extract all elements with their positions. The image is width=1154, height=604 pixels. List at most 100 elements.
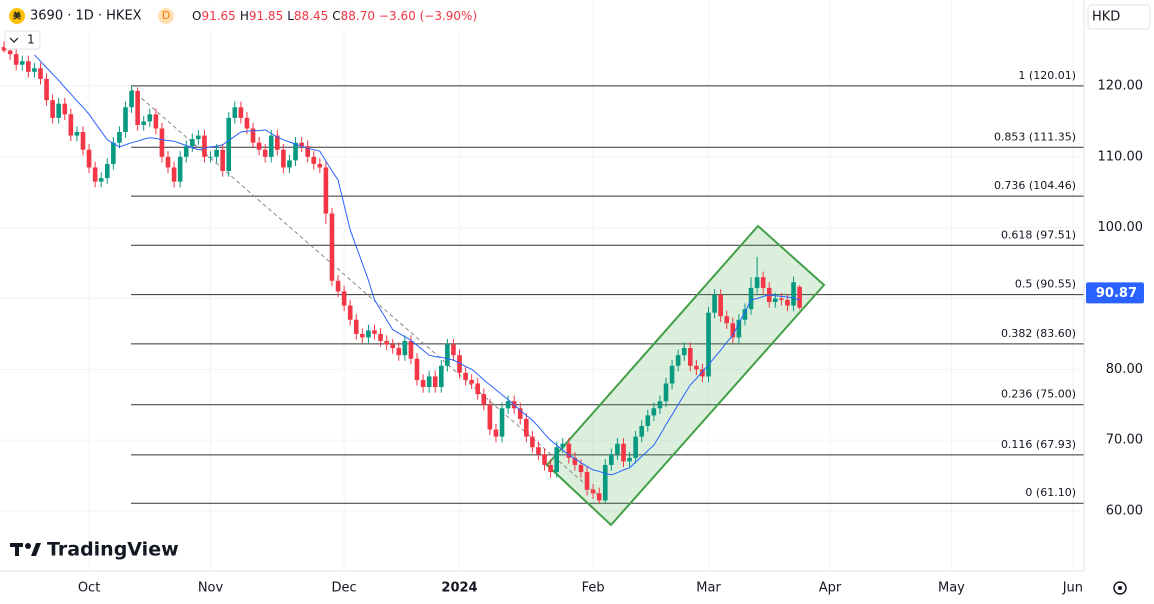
candle-body [481,394,487,405]
candle-body [633,436,638,458]
candle-body [457,355,462,373]
candle-body [68,114,74,136]
candle-body [681,348,687,356]
candle-body [730,323,736,338]
candle-body [627,457,632,462]
candle-body [7,50,13,55]
price-tag-label: 90.87 [1096,286,1137,301]
y-tick-label: 110.00 [1098,149,1144,164]
candle-body [773,298,778,303]
candle-body [451,344,456,356]
candle-body [384,340,389,345]
candle-body [177,156,183,182]
currency-button[interactable] [1087,4,1151,30]
fib-label: 0 (61.10) [1025,486,1076,499]
candle-body [141,121,147,125]
candle-body [754,277,760,288]
y-tick-label: 100.00 [1098,220,1144,235]
ohlc-key: H [240,9,249,23]
candle-body [19,61,25,65]
candle-body [663,383,669,402]
settings-icon-core [1118,586,1122,590]
price-tag [1086,282,1144,304]
candle-body [554,447,559,473]
candle-body [639,425,645,437]
settings-icon[interactable] [1113,581,1127,595]
candle-body [736,319,742,338]
ohlc-value: 91.85 [249,9,283,23]
candle-body [250,128,256,143]
candle-body [171,167,177,182]
candle-body [408,340,414,359]
candle-body [748,287,754,310]
candles [1,41,802,504]
candle-body [366,330,371,338]
x-tick-label: May [938,581,965,596]
candle-body [402,340,408,356]
symbol[interactable]: 3690 · 1D · HKEX [30,9,142,24]
candle-body [305,146,310,157]
candle-body [785,299,790,306]
candle-body [499,408,505,437]
ohlc: O91.65 H91.85 L88.45 C88.70 −3.60 (−3.90%) [192,9,477,23]
candle-body [56,103,62,118]
candle-body [268,135,274,157]
candle-body [104,163,110,179]
candle-body [621,443,626,462]
candle-body [390,344,396,349]
fib-label: 0.382 (83.60) [1001,327,1076,340]
logo-glyph: 美 [13,11,22,21]
fib-label: 1 (120.01) [1018,69,1076,82]
x-tick-label: Oct [78,581,100,596]
candle-body [226,117,232,171]
candle-body [669,365,675,384]
candle-body [208,156,213,158]
candle-body [426,376,432,388]
brand-name: TradingView [47,539,179,561]
candle-body [189,139,195,147]
candle-body [718,294,723,317]
candle-body [147,114,153,122]
candle-body [742,309,748,320]
candle-body [92,167,98,182]
ohlc-key: C [332,9,340,23]
fib-label: 0.618 (97.51) [1001,228,1076,241]
ohlc-value: 91.65 [201,9,235,23]
x-tick-label: Mar [696,581,721,596]
brand-mark [25,543,31,549]
candle-body [517,408,523,419]
candle-body [256,142,262,150]
candle-body [1,47,7,51]
candle-body [214,149,219,157]
candle-body [32,68,37,72]
candle-body [196,135,201,140]
indicator-toggle[interactable] [4,30,41,50]
change: −3.60 (−3.90%) [379,9,477,23]
fib-label: 0.5 (90.55) [1015,278,1076,291]
candle-body [712,294,717,313]
brand-mark [31,543,41,556]
candle-body [414,358,420,380]
candle-body [287,160,292,168]
badge[interactable]: D [162,9,170,22]
candle-body [123,107,128,133]
candle-body [360,333,365,338]
candle-body [378,333,383,341]
candle-body [165,156,171,168]
candle-body [432,376,438,388]
trend-line [130,88,601,498]
time-axis: Oct Nov Dec 2024 Feb Mar Apr May Jun [78,581,1083,596]
candle-body [469,379,474,384]
candle-body [542,454,547,465]
candle-body [38,68,43,79]
candle-body [530,436,535,448]
candle-body [475,383,481,395]
fib-label: 0.116 (67.93) [1001,438,1076,451]
candle-body [651,408,657,416]
candle-body [791,282,796,306]
symbol-logo[interactable] [9,8,25,24]
candle-body [524,418,529,437]
candle-body [445,344,450,366]
candle-body [86,149,92,168]
candle-body [396,348,402,356]
